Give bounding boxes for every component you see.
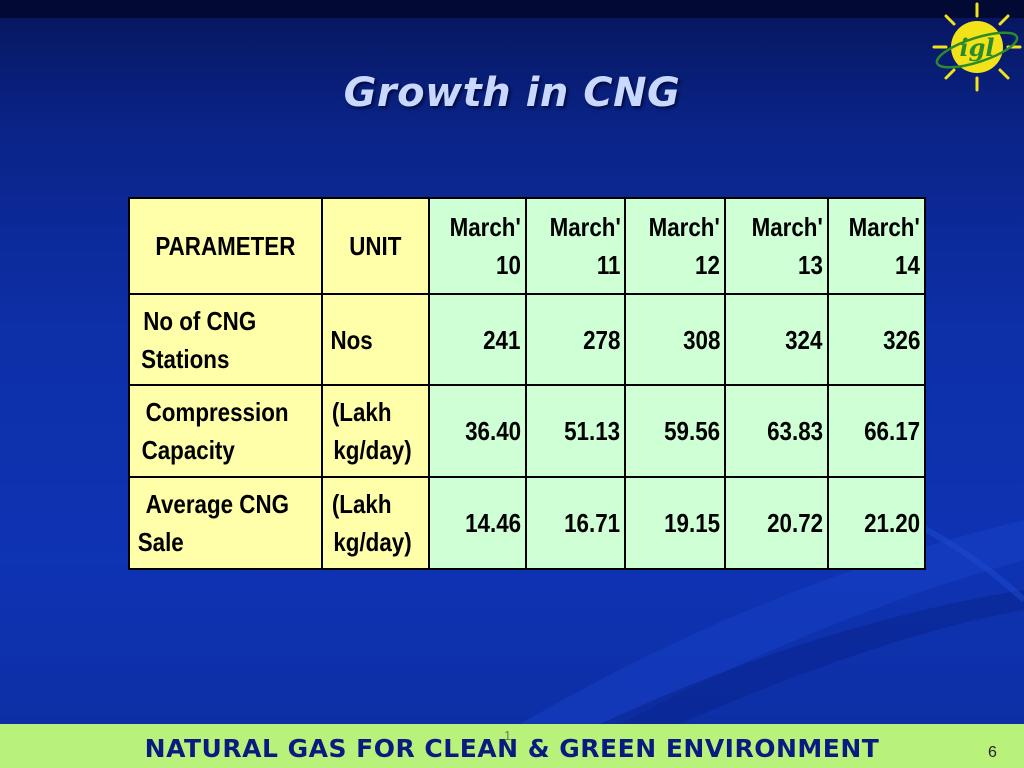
table-cell: 66.17 [826, 384, 927, 478]
footer-mark: 1 [504, 728, 512, 743]
table-header-row: PARAMETER UNIT March' 10 March' 11 March… [128, 197, 927, 295]
table-cell: 326 [826, 293, 927, 386]
table-cell: 36.40 [427, 384, 527, 478]
row-unit: (Lakh kg/day) [320, 384, 430, 478]
table-cell: 16.71 [524, 476, 627, 570]
row-unit: (Lakh kg/day) [320, 476, 430, 570]
footer-bar [0, 724, 1024, 768]
logo-text: igl [959, 33, 994, 62]
igl-logo: igl [930, 0, 1024, 94]
row-parameter: Average CNG Sale [128, 476, 323, 570]
table-cell: 14.46 [427, 476, 527, 570]
column-header-march-14: March' 14 [826, 197, 927, 295]
table-cell: 20.72 [723, 476, 829, 570]
table-cell: 278 [524, 293, 627, 386]
column-header-parameter: PARAMETER [128, 197, 323, 295]
table-cell: 21.20 [826, 476, 927, 570]
row-parameter: No of CNG Stations [128, 293, 323, 386]
slide-title: Growth in CNG [343, 70, 681, 116]
table-row: Compression Capacity (Lakh kg/day) 36.40… [128, 384, 927, 478]
column-header-unit: UNIT [320, 197, 430, 295]
cng-growth-table: PARAMETER UNIT March' 10 March' 11 March… [128, 197, 927, 570]
row-parameter: Compression Capacity [128, 384, 323, 478]
sun-icon [932, 2, 1022, 92]
table-cell: 51.13 [524, 384, 627, 478]
column-header-march-10: March' 10 [427, 197, 527, 295]
table-cell: 324 [723, 293, 829, 386]
table-cell: 63.83 [723, 384, 829, 478]
page-number: 6 [988, 744, 997, 761]
table-cell: 19.15 [624, 476, 726, 570]
row-unit: Nos [320, 293, 430, 386]
top-bar [0, 0, 1024, 18]
footer-tagline: NATURAL GAS FOR CLEAN & GREEN ENVIRONMEN… [144, 734, 880, 763]
table-cell: 241 [427, 293, 527, 386]
table-row: Average CNG Sale (Lakh kg/day) 14.46 16.… [128, 476, 927, 570]
table-cell: 308 [624, 293, 726, 386]
column-header-march-13: March' 13 [723, 197, 829, 295]
table-cell: 59.56 [624, 384, 726, 478]
column-header-march-11: March' 11 [524, 197, 627, 295]
column-header-march-12: March' 12 [624, 197, 726, 295]
table-row: No of CNG Stations Nos 241 278 308 324 3… [128, 293, 927, 386]
